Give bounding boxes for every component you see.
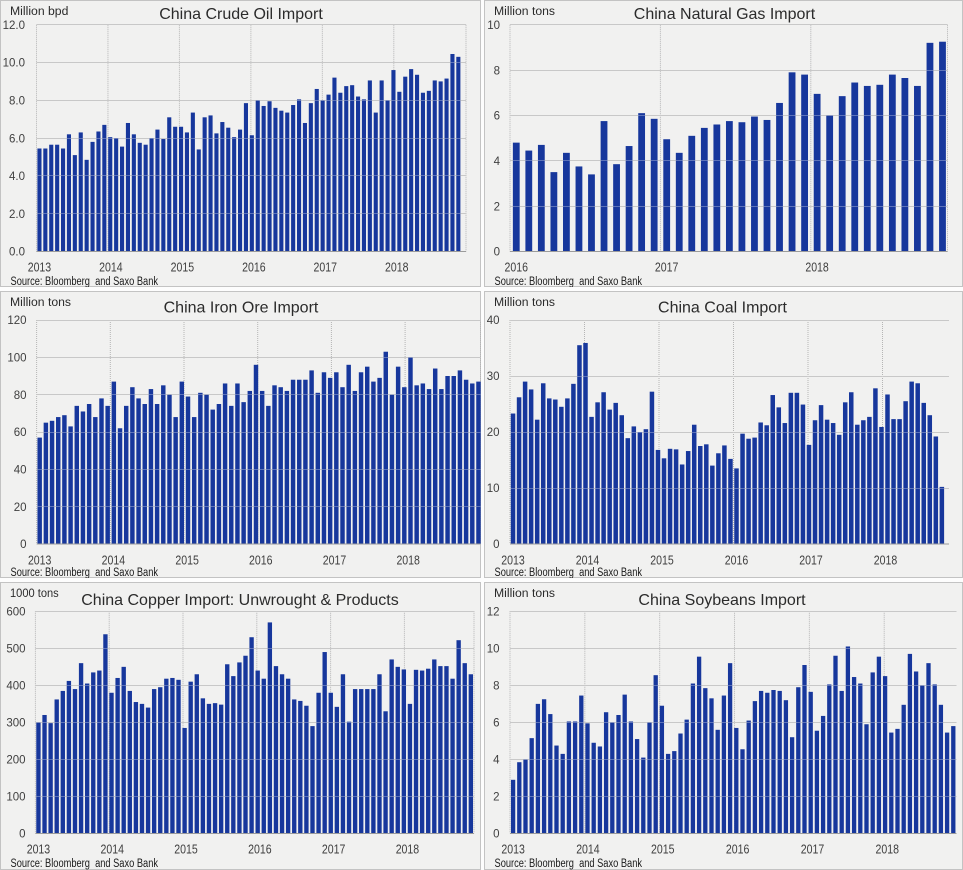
svg-text:1000 tons: 1000 tons xyxy=(10,588,59,600)
svg-text:500: 500 xyxy=(6,644,25,656)
svg-text:20: 20 xyxy=(14,502,27,514)
svg-text:2015: 2015 xyxy=(650,554,674,568)
svg-text:China Coal Import: China Coal Import xyxy=(658,300,788,317)
svg-text:Source: Bloomberg and Saxo Ba: Source: Bloomberg and Saxo Bank xyxy=(495,567,643,578)
svg-text:2014: 2014 xyxy=(576,843,600,857)
svg-text:Source: Bloomberg and Saxo Ba: Source: Bloomberg and Saxo Bank xyxy=(11,567,159,578)
svg-text:10.0: 10.0 xyxy=(3,58,25,70)
svg-text:2018: 2018 xyxy=(876,843,900,857)
svg-text:4: 4 xyxy=(494,156,501,168)
svg-text:China Copper Import: Unwrought: China Copper Import: Unwrought & Product… xyxy=(81,592,398,609)
svg-text:Million tons: Million tons xyxy=(10,297,71,309)
svg-text:60: 60 xyxy=(14,427,27,439)
svg-text:2014: 2014 xyxy=(102,554,126,568)
svg-text:2017: 2017 xyxy=(799,554,823,568)
svg-text:40: 40 xyxy=(14,465,27,477)
svg-text:2014: 2014 xyxy=(99,261,123,275)
svg-text:2013: 2013 xyxy=(501,554,525,568)
svg-text:2015: 2015 xyxy=(651,843,675,857)
svg-text:China Natural Gas Import: China Natural Gas Import xyxy=(634,6,816,23)
svg-text:200: 200 xyxy=(6,755,25,767)
svg-text:2014: 2014 xyxy=(576,554,600,568)
svg-text:0: 0 xyxy=(494,247,500,259)
svg-text:10: 10 xyxy=(487,644,500,656)
svg-text:2018: 2018 xyxy=(396,554,420,568)
svg-text:China Iron Ore Import: China Iron Ore Import xyxy=(164,300,319,317)
svg-text:4.0: 4.0 xyxy=(9,171,25,183)
svg-text:8: 8 xyxy=(493,681,499,693)
svg-text:2016: 2016 xyxy=(242,261,266,275)
svg-text:2016: 2016 xyxy=(249,554,273,568)
svg-text:Source: Bloomberg and Saxo Ba: Source: Bloomberg and Saxo Bank xyxy=(11,276,159,287)
svg-text:2018: 2018 xyxy=(385,261,409,275)
svg-text:2013: 2013 xyxy=(28,554,52,568)
svg-text:100: 100 xyxy=(7,353,26,365)
svg-text:400: 400 xyxy=(6,681,25,693)
svg-text:80: 80 xyxy=(14,390,27,402)
svg-text:2017: 2017 xyxy=(314,261,338,275)
svg-text:300: 300 xyxy=(6,718,25,730)
svg-text:2018: 2018 xyxy=(874,554,898,568)
svg-text:12.0: 12.0 xyxy=(3,20,25,32)
svg-text:20: 20 xyxy=(487,427,500,439)
svg-text:Million tons: Million tons xyxy=(494,588,555,600)
svg-text:2016: 2016 xyxy=(505,261,529,275)
svg-text:6: 6 xyxy=(493,718,499,730)
svg-text:4: 4 xyxy=(493,755,500,767)
svg-text:2016: 2016 xyxy=(725,554,749,568)
svg-text:10: 10 xyxy=(487,20,500,32)
svg-text:40: 40 xyxy=(487,315,500,327)
svg-text:2018: 2018 xyxy=(396,843,420,857)
svg-text:0.0: 0.0 xyxy=(9,247,25,259)
svg-text:2013: 2013 xyxy=(501,843,525,857)
svg-text:2016: 2016 xyxy=(726,843,750,857)
svg-text:120: 120 xyxy=(7,315,26,327)
svg-text:Million bpd: Million bpd xyxy=(10,6,68,18)
svg-text:2017: 2017 xyxy=(801,843,825,857)
svg-text:Million tons: Million tons xyxy=(494,297,555,309)
svg-text:2014: 2014 xyxy=(100,843,124,857)
svg-text:Source: Bloomberg and Saxo Ba: Source: Bloomberg and Saxo Bank xyxy=(11,858,159,870)
svg-text:2013: 2013 xyxy=(27,843,51,857)
svg-text:6.0: 6.0 xyxy=(9,133,25,145)
svg-text:8.0: 8.0 xyxy=(9,96,25,108)
svg-text:2017: 2017 xyxy=(322,843,346,857)
svg-text:Source: Bloomberg and Saxo Ba: Source: Bloomberg and Saxo Bank xyxy=(495,276,643,287)
svg-text:12: 12 xyxy=(487,607,500,619)
svg-text:2015: 2015 xyxy=(175,554,199,568)
svg-text:2017: 2017 xyxy=(655,261,679,275)
svg-text:Source: Bloomberg and Saxo Ba: Source: Bloomberg and Saxo Bank xyxy=(495,858,643,870)
svg-text:2: 2 xyxy=(493,792,499,804)
svg-text:6: 6 xyxy=(494,111,500,123)
svg-text:China Soybeans Import: China Soybeans Import xyxy=(638,592,806,609)
svg-text:2016: 2016 xyxy=(248,843,272,857)
svg-text:2.0: 2.0 xyxy=(9,209,25,221)
svg-text:2015: 2015 xyxy=(171,261,195,275)
svg-text:0: 0 xyxy=(20,539,26,551)
svg-text:2015: 2015 xyxy=(174,843,198,857)
svg-text:2: 2 xyxy=(494,201,500,213)
svg-text:600: 600 xyxy=(6,607,25,619)
svg-text:2017: 2017 xyxy=(323,554,347,568)
svg-text:0: 0 xyxy=(493,539,499,551)
svg-text:2013: 2013 xyxy=(28,261,52,275)
svg-text:100: 100 xyxy=(6,792,25,804)
svg-text:0: 0 xyxy=(493,829,499,841)
svg-text:8: 8 xyxy=(494,65,500,77)
svg-text:2018: 2018 xyxy=(805,261,829,275)
svg-text:Million tons: Million tons xyxy=(494,6,555,18)
svg-text:China Crude Oil Import: China Crude Oil Import xyxy=(159,6,323,23)
svg-text:30: 30 xyxy=(487,371,500,383)
svg-text:0: 0 xyxy=(19,829,25,841)
svg-text:10: 10 xyxy=(487,483,500,495)
